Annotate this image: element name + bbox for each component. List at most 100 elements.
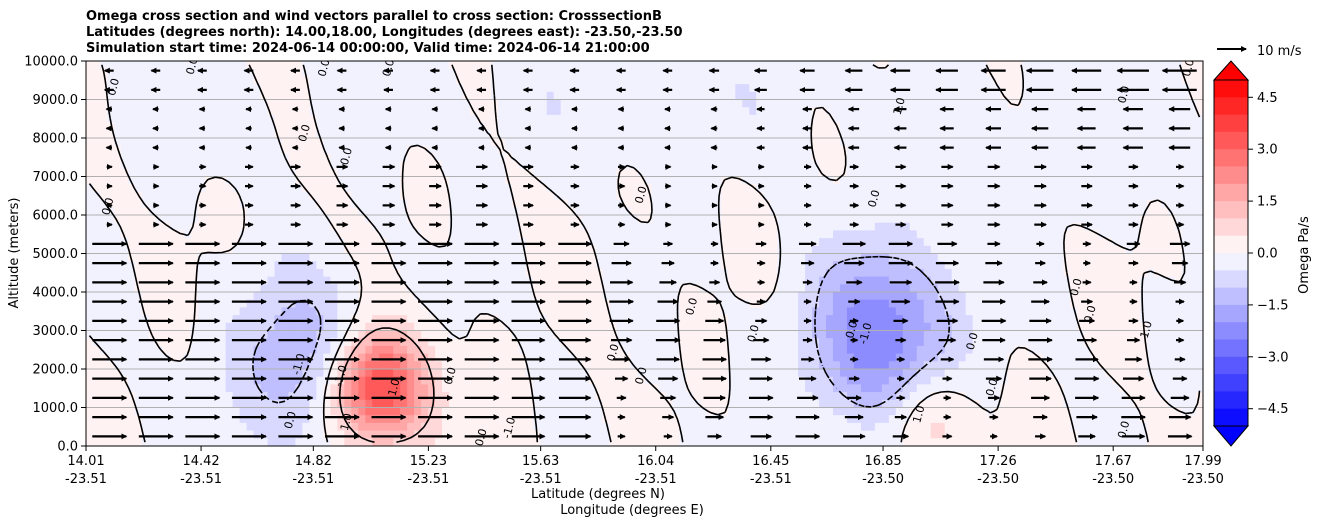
omega-cell (979, 168, 988, 178)
omega-cell (134, 61, 143, 70)
omega-cell (979, 230, 988, 239)
omega-cell (400, 184, 408, 193)
omega-cell (414, 145, 422, 154)
omega-cell (791, 76, 799, 85)
omega-cell (288, 207, 297, 216)
omega-cell (756, 230, 764, 239)
omega-cell (1189, 114, 1197, 124)
omega-cell (1105, 107, 1113, 116)
omega-cell (693, 138, 701, 147)
omega-cell (141, 299, 150, 308)
omega-cell (1119, 207, 1127, 216)
omega-cell (832, 199, 841, 208)
omega-cell (714, 84, 722, 93)
omega-cell (1077, 261, 1085, 270)
omega-cell (860, 245, 869, 255)
omega-cell (567, 153, 576, 162)
omega-cell (1049, 230, 1057, 239)
omega-cell (951, 68, 960, 77)
omega-cell (1175, 207, 1183, 216)
omega-cell (232, 284, 241, 293)
omega-cell (805, 99, 813, 108)
omega-cell (1056, 68, 1064, 77)
omega-cell (553, 215, 562, 224)
omega-cell (874, 145, 883, 154)
omega-cell (442, 99, 450, 108)
omega-cell (211, 130, 220, 139)
omega-cell (749, 215, 757, 224)
omega-cell (777, 268, 785, 278)
omega-cell (1035, 230, 1044, 239)
omega-cell (1035, 130, 1044, 139)
omega-cell (574, 114, 583, 124)
omega-cell (539, 253, 548, 262)
omega-cell (511, 199, 520, 208)
omega-cell (791, 99, 799, 108)
omega-cell (1154, 191, 1162, 201)
omega-cell (728, 276, 736, 285)
omega-cell (630, 107, 639, 116)
omega-cell (993, 122, 1002, 131)
omega-cell (337, 130, 345, 139)
omega-cell (1000, 61, 1009, 70)
omega-cell (749, 222, 757, 231)
omega-cell (1196, 138, 1203, 147)
omega-cell (379, 292, 387, 301)
omega-cell (979, 268, 988, 278)
omega-cell (686, 138, 694, 147)
omega-cell (923, 245, 932, 255)
omega-cell (393, 230, 401, 239)
omega-cell (721, 76, 729, 85)
omega-cell (812, 91, 820, 101)
omega-cell (1133, 145, 1141, 154)
omega-cell (393, 207, 401, 216)
omega-cell (127, 168, 136, 178)
omega-cell (197, 299, 206, 308)
omega-cell (651, 222, 660, 231)
omega-cell (672, 276, 681, 285)
omega-cell (958, 176, 967, 185)
omega-cell (623, 230, 632, 239)
omega-cell (281, 84, 290, 93)
omega-cell (1182, 215, 1190, 224)
omega-cell (763, 261, 771, 270)
omega-cell (1168, 238, 1176, 247)
omega-cell (658, 130, 667, 139)
omega-cell (504, 191, 513, 201)
omega-cell (658, 284, 667, 293)
omega-cell (316, 268, 324, 278)
omega-cell (497, 99, 506, 108)
omega-cell (407, 76, 415, 85)
omega-cell (637, 130, 646, 139)
omega-cell (141, 138, 150, 147)
omega-cell (1189, 222, 1197, 231)
omega-cell (469, 222, 478, 231)
omega-cell (379, 145, 387, 154)
omega-cell (532, 184, 541, 193)
omega-cell (456, 261, 464, 270)
omega-cell (986, 176, 995, 185)
omega-cell (707, 199, 715, 208)
omega-cell (553, 199, 562, 208)
omega-cell (197, 191, 206, 201)
omega-cell (909, 114, 918, 124)
omega-cell (330, 184, 338, 193)
omega-cell (874, 176, 883, 185)
omega-cell (372, 107, 380, 116)
omega-cell (148, 207, 157, 216)
omega-cell (490, 191, 499, 201)
omega-cell (546, 284, 555, 293)
omega-cell (400, 292, 408, 301)
omega-cell (846, 245, 855, 255)
omega-cell (1168, 284, 1176, 293)
omega-cell (99, 292, 108, 301)
omega-cell (665, 292, 674, 301)
omega-cell (428, 292, 436, 301)
omega-cell (281, 261, 290, 270)
omega-cell (1189, 207, 1197, 216)
omega-cell (497, 61, 506, 70)
omega-cell (958, 138, 967, 147)
omega-cell (965, 99, 974, 108)
omega-cell (190, 161, 199, 170)
omega-cell (525, 153, 534, 162)
